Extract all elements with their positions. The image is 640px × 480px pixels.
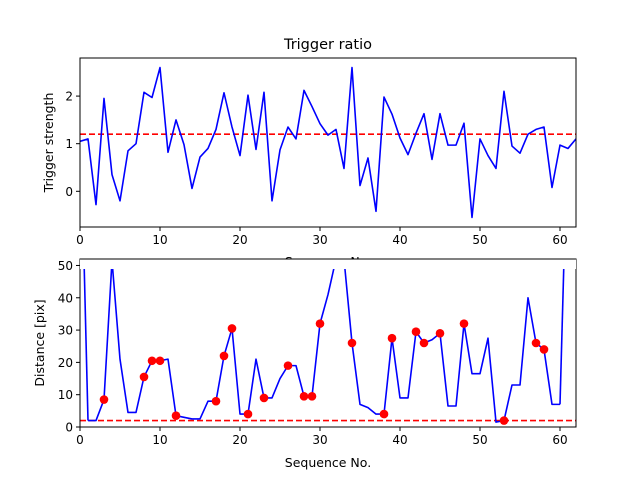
bot-marker-point — [347, 338, 357, 348]
bot-marker-point — [379, 409, 389, 419]
top-x-tick-label: 30 — [312, 233, 327, 247]
bottom-y-ticks: 0 10 20 30 40 50 — [58, 259, 80, 435]
bot-marker-point — [147, 356, 157, 366]
bot-x-tick-label: 20 — [232, 433, 247, 447]
top-x-ticks: 0 10 20 30 40 50 60 — [76, 227, 568, 247]
bot-marker-point — [299, 392, 309, 401]
bot-x-tick-label: 0 — [76, 433, 84, 447]
bottom-subplot: 0 10 20 30 40 50 60 0 10 20 30 40 50 Distance [pix]… — [32, 258, 577, 470]
bot-y-tick-label: 0 — [65, 421, 73, 435]
bot-marker-point — [211, 396, 221, 406]
top-subplot: Trigger ratio 0 10 20 30 40 50 60 0 1 2 Trigger … — [41, 37, 577, 247]
bot-y-tick-label: 50 — [58, 259, 73, 273]
top-x-tick-label: 40 — [392, 233, 407, 247]
bot-marker-point — [435, 329, 445, 338]
bot-x-tick-label: 40 — [392, 433, 407, 447]
bottom-y-axis-label: Distance [pix] — [32, 299, 47, 386]
top-x-tick-label: 0 — [76, 233, 84, 247]
bot-y-tick-label: 40 — [58, 291, 73, 305]
bot-marker-point — [139, 372, 149, 382]
top-y-axis-label: Trigger strength — [41, 93, 56, 194]
bot-marker-point — [531, 338, 541, 348]
top-y-tick-label: 1 — [65, 137, 73, 151]
top-chart-title: Trigger ratio — [283, 37, 372, 53]
bot-marker-point — [459, 319, 469, 328]
top-x-tick-label: 60 — [552, 233, 567, 247]
bot-x-tick-label: 10 — [152, 433, 167, 447]
bottom-axes-frame — [79, 258, 577, 428]
bot-marker-point — [411, 327, 421, 336]
bot-marker-point — [155, 356, 165, 366]
bot-marker-point — [307, 392, 317, 401]
bot-marker-point — [315, 319, 325, 328]
bot-marker-point — [99, 395, 109, 404]
bot-y-tick-label: 30 — [58, 324, 73, 338]
top-series-line-0 — [80, 66, 576, 219]
top-y-tick-label: 0 — [65, 185, 73, 199]
bot-x-tick-label: 60 — [552, 433, 567, 447]
bot-y-tick-label: 20 — [58, 356, 73, 370]
top-x-tick-label: 10 — [152, 233, 167, 247]
bot-x-tick-label: 30 — [312, 433, 327, 447]
bot-marker-point — [539, 345, 549, 354]
bot-series-line-2 — [559, 259, 565, 405]
bot-marker-point — [259, 393, 269, 403]
bot-marker-point — [387, 333, 397, 343]
bot-marker-point — [171, 411, 181, 420]
bot-x-tick-label: 50 — [472, 433, 487, 447]
bot-marker-point — [227, 324, 237, 333]
bot-marker-point — [499, 416, 509, 425]
top-x-tick-label: 20 — [232, 233, 247, 247]
top-x-tick-label: 50 — [472, 233, 487, 247]
top-y-ticks: 0 1 2 — [65, 90, 80, 199]
bot-series-line-1 — [83, 259, 89, 421]
bot-marker-point — [243, 409, 253, 419]
bot-marker-point — [219, 351, 229, 361]
bot-marker-point — [419, 338, 429, 348]
bottom-x-axis-label: Sequence No. — [285, 455, 371, 470]
bot-y-tick-label: 10 — [58, 388, 73, 402]
top-axes-frame — [79, 57, 577, 228]
bot-marker-point — [283, 361, 293, 370]
bot-series-line-0 — [88, 259, 560, 423]
label-overlap-mask — [80, 259, 576, 269]
top-plot-area — [80, 66, 576, 219]
top-y-tick-label: 2 — [65, 90, 73, 104]
bottom-x-ticks: 0 10 20 30 40 50 60 — [76, 427, 568, 447]
